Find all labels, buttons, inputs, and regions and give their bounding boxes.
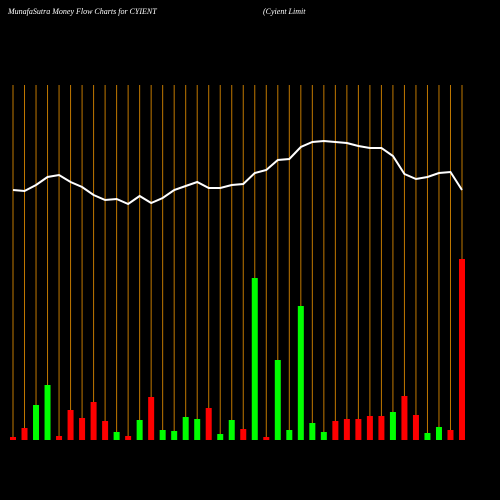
bar [366, 416, 373, 440]
bar [251, 278, 258, 440]
bar [67, 410, 74, 440]
bar [182, 417, 189, 440]
bar [228, 420, 235, 440]
bar [10, 437, 16, 440]
chart-title: MunafaSutra Money Flow Charts for CYIENT [7, 7, 157, 16]
bar [274, 360, 281, 440]
bar [309, 423, 316, 440]
bar [113, 432, 120, 440]
bar [424, 433, 431, 440]
bar [447, 430, 454, 440]
bar [21, 428, 28, 440]
bar [171, 431, 178, 440]
bar [320, 432, 327, 440]
bar [286, 430, 293, 440]
chart-subtitle: (Cyient Limit [263, 7, 306, 16]
bar [401, 396, 408, 440]
bar [389, 412, 396, 440]
bar [102, 421, 109, 440]
bar [297, 306, 304, 440]
bar [56, 436, 63, 440]
bar [378, 416, 385, 440]
bar [44, 385, 51, 440]
bar [217, 434, 224, 440]
bar [240, 429, 247, 440]
bar [355, 419, 362, 440]
bar [79, 418, 86, 440]
price-line [12, 139, 463, 206]
bar [159, 430, 166, 440]
bar [125, 436, 132, 440]
bar [205, 408, 212, 440]
bar [412, 415, 419, 440]
bar [459, 259, 465, 440]
bar [148, 397, 155, 440]
bar [33, 405, 40, 440]
bar [343, 419, 350, 440]
bar [136, 420, 143, 440]
bar [90, 402, 97, 440]
bar [435, 427, 442, 440]
bar [332, 421, 339, 440]
bar [263, 437, 270, 440]
bar [194, 419, 201, 440]
